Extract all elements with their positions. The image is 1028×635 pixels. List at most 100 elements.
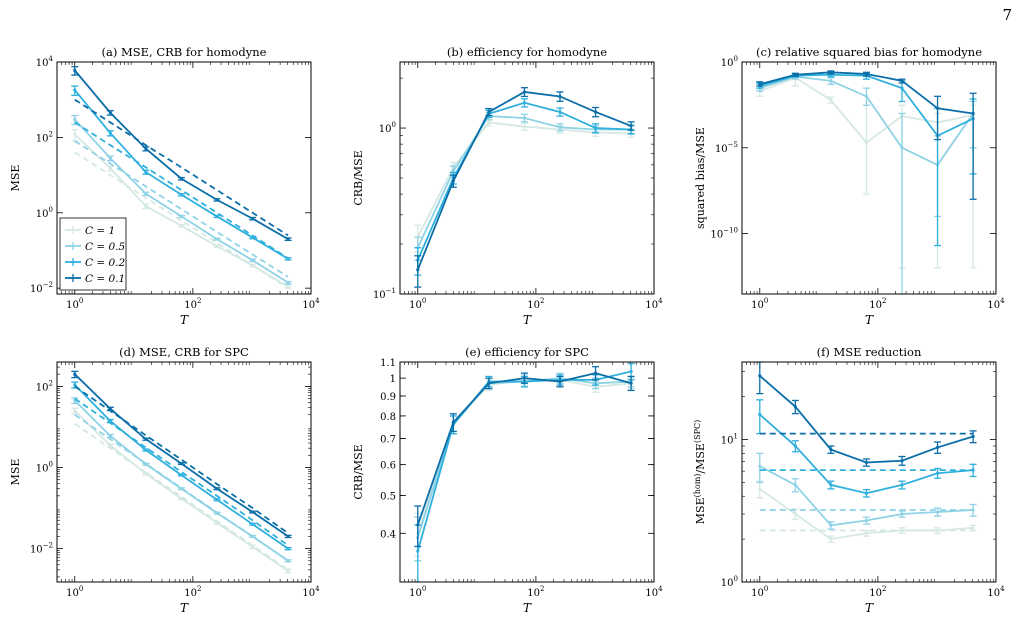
panel-a: (a) MSE, CRB for homodyne 100 102 104 10−2 10… xyxy=(9,45,320,327)
series-line xyxy=(416,370,632,552)
y-tick-label: 10−10 xyxy=(710,227,738,241)
series-c-3 xyxy=(414,366,635,548)
y-tick-label: 102 xyxy=(36,130,53,144)
legend-label: C = 1 xyxy=(85,225,115,237)
data-point xyxy=(593,371,598,375)
x-axis-label: T xyxy=(865,313,874,327)
series-line xyxy=(416,378,632,534)
y-tick-label: 102 xyxy=(36,379,53,393)
y-tick-label: 100 xyxy=(36,206,53,220)
data-point xyxy=(793,483,797,487)
data-point xyxy=(108,111,112,115)
data-point xyxy=(487,381,491,385)
panel-title: (e) efficiency for SPC xyxy=(465,345,589,359)
data-point xyxy=(522,116,527,120)
plot-area xyxy=(71,370,292,574)
crb-line xyxy=(74,121,289,260)
panel-title: (c) relative squared bias for homodyne xyxy=(756,45,982,59)
data-point xyxy=(73,383,77,387)
axes-frame xyxy=(56,361,312,583)
data-point xyxy=(864,531,869,535)
data-point xyxy=(108,407,112,411)
data-point xyxy=(215,487,219,491)
plot-area xyxy=(414,87,635,288)
data-point xyxy=(108,434,112,438)
x-tick-label: 100 xyxy=(409,297,426,311)
x-tick-label: 102 xyxy=(869,297,886,311)
data-point xyxy=(829,79,833,83)
data-point xyxy=(73,372,77,376)
data-point xyxy=(73,117,77,122)
y-tick-label: 1 xyxy=(390,374,396,385)
data-point xyxy=(522,125,527,129)
data-point xyxy=(758,487,762,491)
data-point xyxy=(935,471,940,475)
x-axis-label: T xyxy=(865,601,874,615)
data-point xyxy=(286,546,290,551)
data-point xyxy=(108,166,112,171)
series-c-3 xyxy=(71,370,292,539)
data-point xyxy=(215,521,219,525)
data-point xyxy=(758,82,762,86)
data-point xyxy=(144,204,148,208)
series-c-2 xyxy=(71,381,292,551)
data-point xyxy=(558,94,562,99)
x-axis-label: T xyxy=(180,601,189,615)
data-point xyxy=(487,120,491,125)
data-point xyxy=(829,523,833,527)
crb-line xyxy=(74,423,289,571)
data-point xyxy=(108,443,112,448)
series-c-0 xyxy=(414,374,635,557)
data-point xyxy=(250,235,255,240)
legend-label: C = 0.5 xyxy=(85,241,126,253)
data-point xyxy=(286,534,290,538)
data-point xyxy=(758,412,762,417)
data-point xyxy=(629,369,633,374)
data-point xyxy=(250,217,255,221)
data-point xyxy=(144,448,148,452)
y-tick-label: 0.5 xyxy=(380,492,396,503)
data-point xyxy=(935,528,940,533)
data-point xyxy=(864,460,869,465)
data-point xyxy=(629,124,633,128)
data-point xyxy=(179,224,184,228)
series-c-0 xyxy=(71,407,292,574)
x-tick-label: 100 xyxy=(751,297,768,311)
data-point xyxy=(250,522,255,526)
data-point xyxy=(864,491,869,495)
data-point xyxy=(73,88,77,92)
page-number: 7 xyxy=(1002,6,1012,24)
series-line xyxy=(74,399,289,562)
y-tick-label: 100 xyxy=(36,461,53,475)
data-point xyxy=(179,487,184,491)
y-tick-label: 100 xyxy=(721,55,738,69)
y-tick-label: 100 xyxy=(721,575,738,589)
data-point xyxy=(522,90,527,94)
panel-b: (b) efficiency for homodyne 100 102 104 10−1… xyxy=(352,45,663,327)
data-point xyxy=(108,156,112,160)
data-point xyxy=(215,498,219,502)
data-point xyxy=(864,141,869,145)
series-line xyxy=(759,413,974,495)
data-point xyxy=(179,177,184,181)
data-point xyxy=(250,263,255,268)
series-c-1 xyxy=(71,114,292,285)
panel-title: (b) efficiency for homodyne xyxy=(447,45,607,59)
data-point xyxy=(286,285,290,289)
x-tick-label: 102 xyxy=(527,297,544,311)
data-point xyxy=(73,132,77,137)
y-tick-label: 10−2 xyxy=(30,281,53,295)
axes-frame xyxy=(56,61,312,295)
data-point xyxy=(215,511,219,515)
data-point xyxy=(558,110,562,114)
data-point xyxy=(286,281,290,285)
x-tick-label: 104 xyxy=(302,297,320,311)
y-tick-label: 10−5 xyxy=(715,141,738,155)
data-point xyxy=(215,198,219,202)
x-tick-label: 100 xyxy=(66,297,83,311)
data-point xyxy=(935,510,940,514)
series-c-2 xyxy=(756,399,977,498)
data-point xyxy=(179,497,184,501)
series-c-0 xyxy=(756,480,977,543)
